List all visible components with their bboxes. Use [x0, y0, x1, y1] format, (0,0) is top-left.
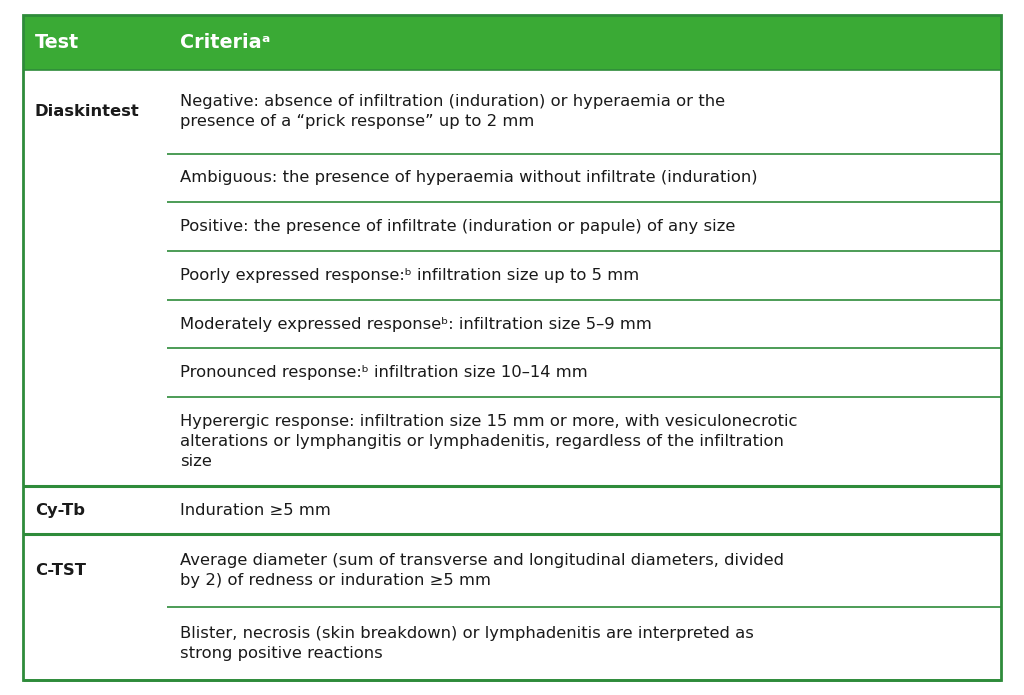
FancyBboxPatch shape — [23, 607, 1001, 680]
Text: Positive: the presence of infiltrate (induration or papule) of any size: Positive: the presence of infiltrate (in… — [179, 219, 735, 234]
Text: C-TST: C-TST — [35, 563, 86, 578]
Text: Hyperergic response: infiltration size 15 mm or more, with vesiculonecrotic
alte: Hyperergic response: infiltration size 1… — [179, 414, 798, 469]
Text: Poorly expressed response:ᵇ infiltration size up to 5 mm: Poorly expressed response:ᵇ infiltration… — [179, 268, 639, 283]
Text: Moderately expressed responseᵇ: infiltration size 5–9 mm: Moderately expressed responseᵇ: infiltra… — [179, 317, 651, 332]
FancyBboxPatch shape — [23, 70, 1001, 154]
FancyBboxPatch shape — [23, 486, 1001, 534]
Text: Pronounced response:ᵇ infiltration size 10–14 mm: Pronounced response:ᵇ infiltration size … — [179, 366, 588, 380]
Text: Ambiguous: the presence of hyperaemia without infiltrate (induration): Ambiguous: the presence of hyperaemia wi… — [179, 170, 758, 186]
Text: Diaskintest: Diaskintest — [35, 104, 139, 119]
Text: Cy-Tb: Cy-Tb — [35, 502, 85, 518]
Text: Induration ≥5 mm: Induration ≥5 mm — [179, 502, 331, 518]
FancyBboxPatch shape — [23, 397, 1001, 486]
FancyBboxPatch shape — [23, 348, 1001, 397]
Text: Negative: absence of infiltration (induration) or hyperaemia or the
presence of : Negative: absence of infiltration (indur… — [179, 94, 725, 129]
Text: Blister, necrosis (skin breakdown) or lymphadenitis are interpreted as
strong po: Blister, necrosis (skin breakdown) or ly… — [179, 626, 754, 661]
Text: Test: Test — [35, 33, 79, 52]
FancyBboxPatch shape — [23, 15, 1001, 70]
FancyBboxPatch shape — [23, 534, 1001, 607]
FancyBboxPatch shape — [23, 202, 1001, 251]
FancyBboxPatch shape — [23, 300, 1001, 348]
FancyBboxPatch shape — [23, 154, 1001, 202]
FancyBboxPatch shape — [23, 251, 1001, 300]
Text: Criteriaᵃ: Criteriaᵃ — [179, 33, 270, 52]
Text: Average diameter (sum of transverse and longitudinal diameters, divided
by 2) of: Average diameter (sum of transverse and … — [179, 553, 783, 589]
